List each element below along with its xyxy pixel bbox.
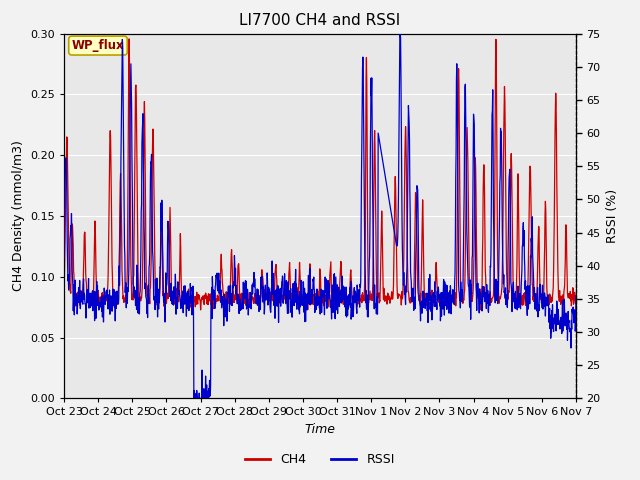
Y-axis label: RSSI (%): RSSI (%)	[606, 189, 619, 243]
X-axis label: Time: Time	[305, 423, 335, 436]
Legend: CH4, RSSI: CH4, RSSI	[240, 448, 400, 471]
Y-axis label: CH4 Density (mmol/m3): CH4 Density (mmol/m3)	[12, 141, 25, 291]
Title: LI7700 CH4 and RSSI: LI7700 CH4 and RSSI	[239, 13, 401, 28]
Text: WP_flux: WP_flux	[72, 39, 124, 52]
